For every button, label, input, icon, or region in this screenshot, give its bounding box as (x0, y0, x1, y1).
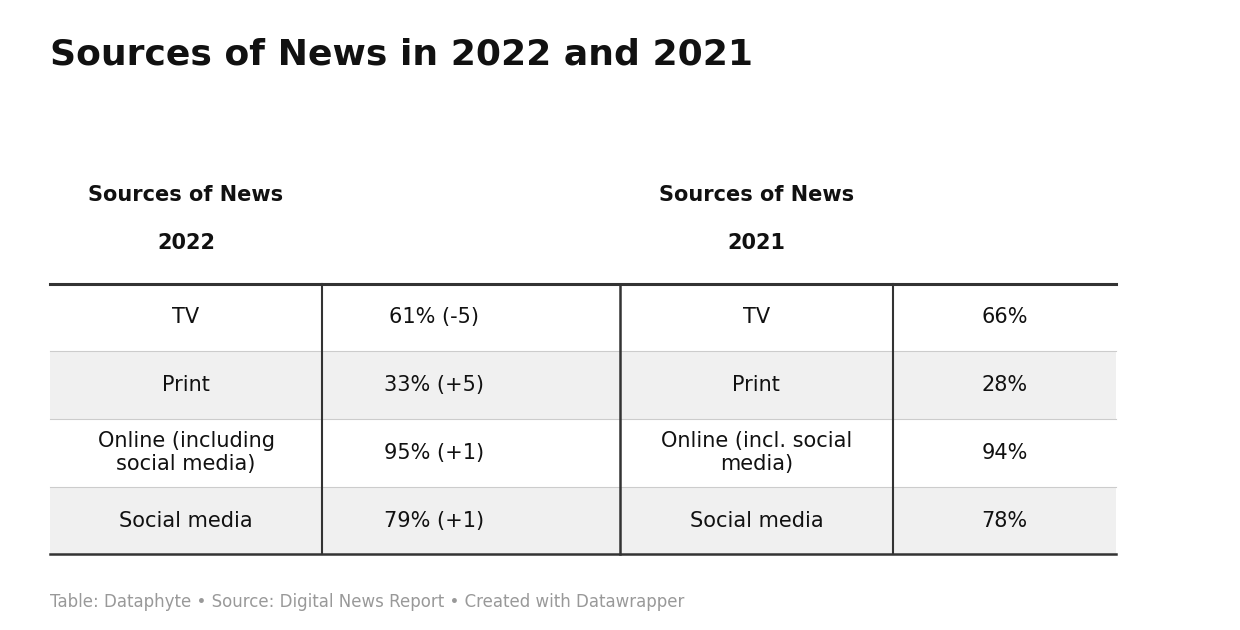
Bar (50, 419, 1116, 486)
Text: 94%: 94% (981, 443, 1028, 463)
Text: TV: TV (172, 307, 200, 328)
Text: Sources of News in 2022 and 2021: Sources of News in 2022 and 2021 (50, 38, 753, 72)
Text: Social media: Social media (689, 510, 823, 530)
Text: Social media: Social media (119, 510, 253, 530)
Text: Sources of News: Sources of News (658, 185, 854, 205)
Bar (50, 352, 1116, 419)
Text: Table: Dataphyte • Source: Digital News Report • Created with Datawrapper: Table: Dataphyte • Source: Digital News … (50, 593, 684, 611)
Text: 2021: 2021 (728, 232, 785, 253)
Text: 95% (+1): 95% (+1) (384, 443, 484, 463)
Text: 78%: 78% (981, 510, 1028, 530)
Text: Print: Print (733, 375, 780, 395)
Text: 66%: 66% (981, 307, 1028, 328)
Bar (50, 284, 1116, 352)
Text: Online (including
social media): Online (including social media) (98, 431, 274, 474)
Text: 33% (+5): 33% (+5) (384, 375, 484, 395)
Bar (50, 486, 1116, 554)
Text: 2022: 2022 (157, 232, 215, 253)
Text: 61% (-5): 61% (-5) (389, 307, 479, 328)
Text: Sources of News: Sources of News (88, 185, 284, 205)
Text: TV: TV (743, 307, 770, 328)
Text: 79% (+1): 79% (+1) (384, 510, 484, 530)
Text: 28%: 28% (981, 375, 1028, 395)
Text: Print: Print (162, 375, 210, 395)
Text: Online (incl. social
media): Online (incl. social media) (661, 431, 852, 474)
